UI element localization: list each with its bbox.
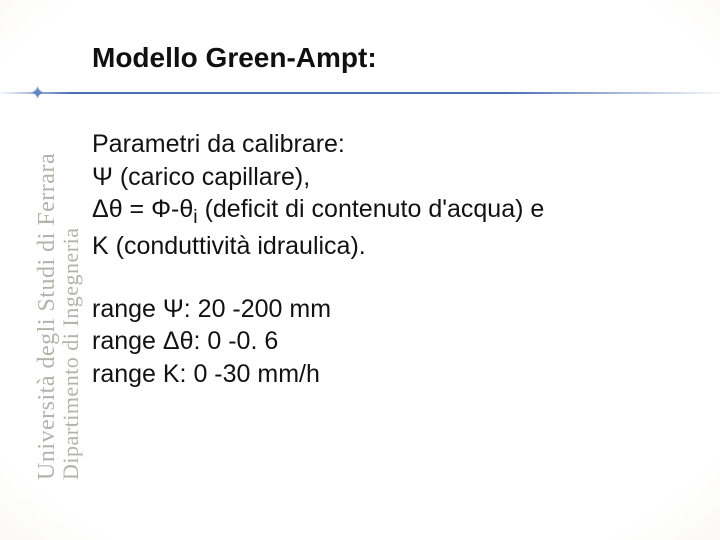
param-dtheta-a: Δθ = Φ-θ xyxy=(92,195,193,223)
ranges-block: range Ψ: 20 -200 mm range Δθ: 0 -0. 6 ra… xyxy=(92,293,672,391)
sidebar-department-text: Dipartimento di Ingegneria xyxy=(58,228,84,480)
params-intro: Parametri da calibrare: xyxy=(92,128,672,161)
slide-body: Parametri da calibrare: Ψ (carico capill… xyxy=(92,128,672,420)
range-psi: range Ψ: 20 -200 mm xyxy=(92,293,672,326)
param-delta-theta: Δθ = Φ-θi (deficit di contenuto d'acqua)… xyxy=(92,193,672,230)
star-icon xyxy=(30,85,46,101)
parameters-block: Parametri da calibrare: Ψ (carico capill… xyxy=(92,128,672,263)
slide-title: Modello Green-Ampt: xyxy=(92,42,672,74)
range-k: range K: 0 -30 mm/h xyxy=(92,358,672,391)
title-divider xyxy=(0,92,720,94)
sidebar-university-text: Università degli Studi di Ferrara xyxy=(34,153,61,480)
param-k: K (conduttività idraulica). xyxy=(92,230,672,263)
slide: Università degli Studi di Ferrara Dipart… xyxy=(0,0,720,540)
param-psi: Ψ (carico capillare), xyxy=(92,161,672,194)
title-area: Modello Green-Ampt: xyxy=(92,42,672,86)
param-dtheta-b: (deficit di contenuto d'acqua) e xyxy=(198,195,545,223)
range-dtheta: range Δθ: 0 -0. 6 xyxy=(92,325,672,358)
